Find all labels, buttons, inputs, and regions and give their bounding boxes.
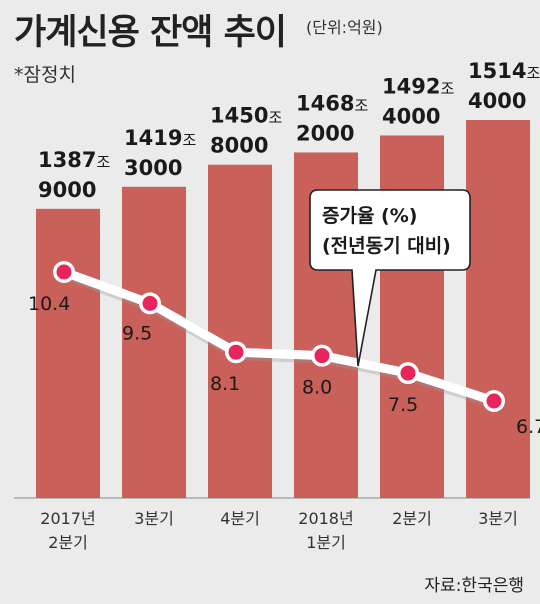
legend-callout: 증가율 (%) (전년동기 대비) xyxy=(309,189,471,367)
growth-value-label-4: 7.5 xyxy=(388,394,418,416)
growth-marker-5 xyxy=(486,393,502,409)
bar-1 xyxy=(122,186,186,499)
bar-value-label-4: 1492조 4000 xyxy=(382,74,454,128)
x-tick-label-3: 2018년 1분기 xyxy=(298,509,353,552)
growth-line xyxy=(62,267,496,406)
growth-value-label-3: 8.0 xyxy=(302,377,332,399)
bar-value-label-2: 1450조 8000 xyxy=(210,104,282,158)
x-tick-label-4: 2분기 xyxy=(392,509,432,528)
growth-marker-3 xyxy=(314,348,330,364)
growth-marker-4 xyxy=(400,365,416,381)
x-tick-label-2: 4분기 xyxy=(220,509,260,528)
bar-value-label-5: 1514조 4000 xyxy=(468,59,540,113)
source-label: 자료:한국은행 xyxy=(424,576,524,596)
bar-value-label-3: 1468조 2000 xyxy=(296,91,368,145)
x-tick-label-5: 3분기 xyxy=(478,509,518,528)
growth-value-label-1: 9.5 xyxy=(122,322,152,344)
growth-value-label-0: 10.4 xyxy=(28,293,70,315)
bar-value-label-0: 1387조 9000 xyxy=(38,148,110,202)
bar-0 xyxy=(36,208,100,498)
growth-value-label-5: 6.7 xyxy=(516,416,540,438)
unit-label: (단위:억원) xyxy=(306,18,383,37)
growth-marker-2 xyxy=(228,344,244,360)
legend-label: 증가율 (%) (전년동기 대비) xyxy=(322,205,451,257)
x-tick-label-0: 2017년 2분기 xyxy=(40,509,95,552)
chart-title: 가계신용 잔액 추이 xyxy=(14,13,287,53)
bar-2 xyxy=(208,164,272,499)
footnote-estimate: *잠정치 xyxy=(14,64,76,86)
bar-5 xyxy=(466,120,530,498)
growth-marker-0 xyxy=(56,264,72,280)
growth-marker-1 xyxy=(142,295,158,311)
x-tick-label-1: 3분기 xyxy=(134,509,174,528)
legend-callout-box xyxy=(309,189,471,367)
growth-value-label-2: 8.1 xyxy=(210,373,240,395)
bar-value-label-1: 1419조 3000 xyxy=(124,126,196,180)
